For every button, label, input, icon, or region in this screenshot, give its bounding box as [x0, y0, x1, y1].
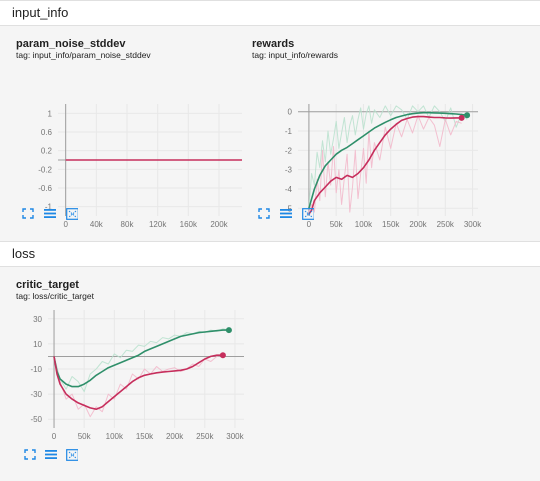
section-title: loss — [12, 246, 36, 261]
fit-domain-button[interactable] — [66, 448, 78, 461]
chart-param-noise-stddev[interactable]: 1 0.6 0.2 -0.2 -0.6 -1 0 40k 80k 120k 160k 200k — [16, 98, 246, 238]
x-tick-label: 150k — [382, 220, 400, 229]
chart-tag: tag: input_info/rewards — [252, 50, 338, 60]
series-end-marker — [464, 112, 471, 119]
smoothed-series-line — [308, 115, 462, 215]
x-tick-label: 300k — [226, 432, 244, 441]
log-scale-button[interactable] — [45, 449, 57, 460]
x-tick-label: 150k — [136, 432, 154, 441]
chart-card-rewards: rewards tag: input_info/rewards 0 -1 -2 -3 -… — [252, 36, 482, 229]
chart-card-param-noise-stddev: param_noise_stddev tag: input_info/param… — [16, 36, 246, 229]
expand-button[interactable] — [22, 208, 34, 219]
chart-tag: tag: input_info/param_noise_stddev — [16, 50, 151, 60]
chart-title: critic_target — [16, 279, 79, 291]
section-header-loss[interactable]: loss — [0, 241, 540, 267]
expand-button[interactable] — [24, 449, 36, 460]
y-tick-label: -30 — [30, 390, 42, 399]
y-tick-label: -5 — [285, 204, 293, 213]
y-tick-label: -1 — [285, 127, 293, 136]
log-scale-icon — [45, 450, 57, 459]
chart-title: param_noise_stddev — [16, 38, 126, 50]
smoothed-series-line — [53, 329, 229, 388]
fit-domain-icon — [66, 448, 78, 461]
fit-domain-button[interactable] — [302, 207, 314, 220]
expand-icon — [22, 208, 34, 219]
y-tick-label: 0 — [288, 108, 293, 117]
y-tick-label: -0.6 — [38, 184, 52, 193]
y-tick-label: -3 — [285, 166, 293, 175]
y-tick-label: 0.2 — [41, 147, 53, 156]
y-tick-label: 10 — [33, 340, 42, 349]
chart-rewards[interactable]: 0 -1 -2 -3 -4 -5 0 50k 100k 150k 200k 250k 300k — [252, 98, 482, 238]
log-scale-button[interactable] — [280, 208, 292, 219]
section-title: input_info — [12, 5, 69, 20]
expand-icon — [258, 208, 270, 219]
series-end-marker — [219, 352, 226, 359]
x-tick-label: 200k — [409, 220, 427, 229]
fit-domain-icon — [66, 207, 78, 220]
x-tick-label: 250k — [196, 432, 214, 441]
raw-series-line — [53, 328, 230, 393]
expand-button[interactable] — [258, 208, 270, 219]
y-tick-label: -0.2 — [38, 165, 52, 174]
raw-series-line — [308, 105, 468, 209]
x-tick-label: 50k — [330, 220, 344, 229]
series-end-marker — [225, 327, 232, 334]
y-tick-label: -2 — [285, 146, 293, 155]
x-tick-label: 160k — [180, 220, 198, 229]
chart-title: rewards — [252, 38, 295, 50]
x-tick-label: 250k — [437, 220, 455, 229]
x-tick-label: 120k — [149, 220, 167, 229]
raw-series-line — [308, 115, 462, 213]
x-tick-label: 100k — [106, 432, 124, 441]
x-tick-label: 200k — [166, 432, 184, 441]
y-tick-label: 1 — [48, 109, 53, 118]
section-header-input-info[interactable]: input_info — [0, 0, 540, 26]
smoothed-series-line — [53, 354, 223, 410]
y-tick-label: 30 — [33, 315, 42, 324]
series-end-marker — [458, 114, 465, 121]
x-tick-label: 0 — [63, 220, 68, 229]
chart-critic-target[interactable]: 30 10 -10 -30 -50 0 50k 100k 150k 200k 250k 300k — [16, 304, 256, 454]
y-tick-label: -50 — [30, 415, 42, 424]
x-tick-label: 40k — [90, 220, 104, 229]
y-tick-label: 0.6 — [41, 128, 53, 137]
fit-domain-button[interactable] — [66, 207, 78, 220]
log-scale-button[interactable] — [44, 208, 56, 219]
smoothed-series-line — [308, 111, 468, 209]
x-tick-label: 0 — [307, 220, 312, 229]
x-tick-label: 0 — [52, 432, 57, 441]
x-tick-label: 300k — [464, 220, 482, 229]
x-tick-label: 200k — [210, 220, 228, 229]
y-tick-label: -4 — [285, 185, 293, 194]
chart-card-critic-target: critic_target tag: loss/critic_target 30… — [16, 277, 256, 467]
x-tick-label: 100k — [355, 220, 373, 229]
x-tick-label: 80k — [121, 220, 135, 229]
expand-icon — [24, 449, 36, 460]
log-scale-icon — [280, 209, 292, 218]
chart-tag: tag: loss/critic_target — [16, 291, 94, 301]
x-tick-label: 50k — [78, 432, 92, 441]
y-tick-label: -1 — [45, 203, 53, 212]
log-scale-icon — [44, 209, 56, 218]
fit-domain-icon — [302, 207, 314, 220]
y-tick-label: -10 — [30, 365, 42, 374]
